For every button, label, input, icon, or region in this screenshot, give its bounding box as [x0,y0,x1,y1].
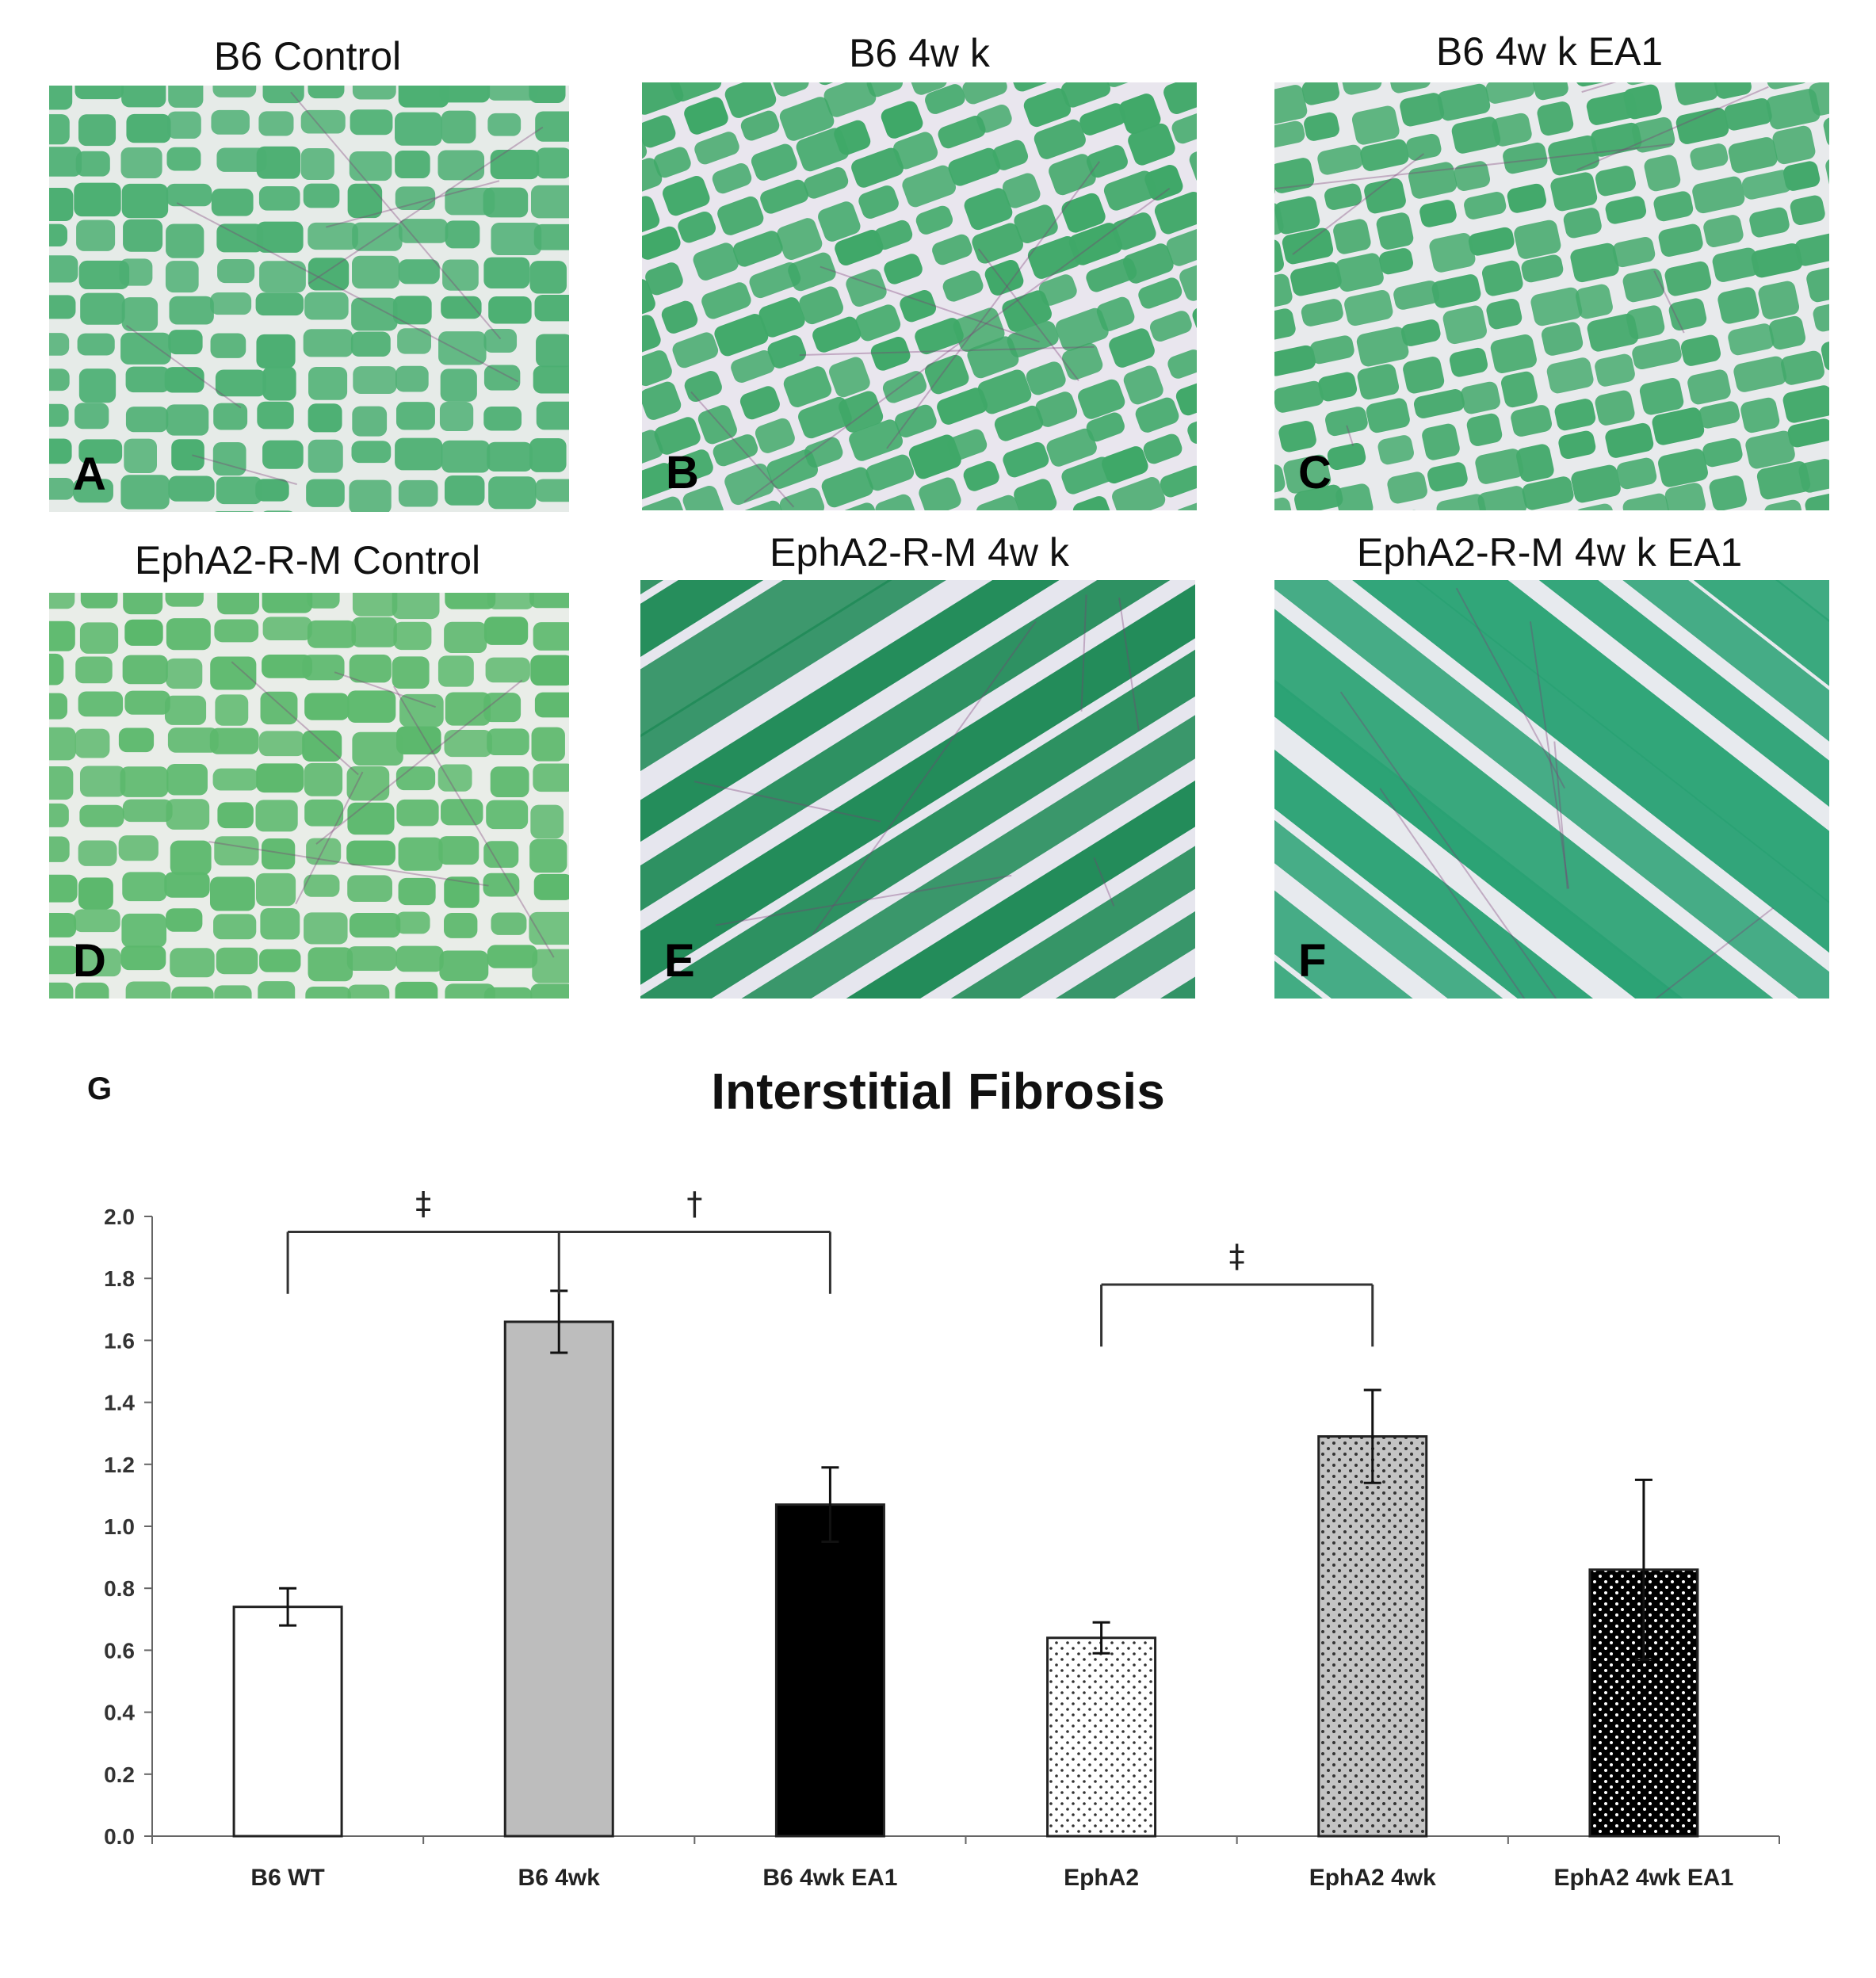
panel-title-b: B6 4w k [849,31,990,75]
bar [1046,1636,1157,1838]
micrograph-d: D [49,593,569,999]
panel-title-d: EphA2-R-M Control [134,538,481,582]
panel-g-letter: G [87,1071,113,1106]
y-tick-label: 0.2 [104,1762,135,1787]
bar [1317,1435,1428,1838]
panel-letter-b: B [666,447,699,498]
panel-title-a: B6 Control [213,34,402,78]
y-tick-label: 2.0 [104,1205,135,1229]
panel-g-chart: G Interstitial Fibrosis 0.0 0.2 0.4 0.6 0.8 1… [0,1030,1876,1978]
panel-title-e: EphA2-R-M 4w k [770,530,1069,575]
panel-letter-e: E [664,935,695,987]
panel-letter-c: C [1298,447,1332,498]
micrograph-a: A [49,86,569,512]
significance-symbol: ‡ [1229,1239,1245,1275]
chart-title: Interstitial Fibrosis [711,1063,1165,1120]
y-tick-label: 1.4 [104,1391,135,1415]
significance-symbol: ‡ [415,1186,431,1223]
y-tick-label: 0.6 [104,1638,135,1663]
x-tick-label: EphA2 4wk EA1 [1554,1865,1734,1891]
y-tick-label: 0.0 [104,1824,135,1849]
x-tick-label: B6 4wk EA1 [762,1865,897,1891]
panel-letter-d: D [73,935,106,987]
y-tick-label: 0.4 [104,1701,135,1725]
bar [232,1606,343,1838]
bar [503,1320,614,1838]
y-tick-label: 1.6 [104,1328,135,1353]
panel-title-f: EphA2-R-M 4w k EA1 [1356,530,1743,575]
panel-title-c: B6 4w k EA1 [1435,29,1664,74]
y-tick-label: 1.2 [104,1453,135,1477]
panel-letter-f: F [1298,935,1327,987]
x-tick-label: EphA2 4wk [1309,1865,1436,1891]
y-tick-label: 0.8 [104,1576,135,1601]
panel-letter-a: A [73,449,106,500]
bar [774,1503,885,1838]
micrograph-f: F [1274,580,1829,999]
micrograph-c: C [1274,82,1829,510]
x-tick-label: B6 4wk [518,1865,601,1891]
x-tick-label: B6 WT [250,1865,324,1891]
bar-chart: 0.0 0.2 0.4 0.6 0.8 1.0 1.2 1.4 1.6 1.8 2.0 B6 WT B6… [104,1186,1780,1891]
x-tick-label: EphA2 [1064,1865,1139,1891]
significance-symbol: † [686,1186,702,1223]
y-tick-label: 1.0 [104,1514,135,1539]
micrograph-e: E [640,580,1195,999]
y-tick-label: 1.8 [104,1266,135,1291]
micrograph-b: B [642,82,1197,510]
